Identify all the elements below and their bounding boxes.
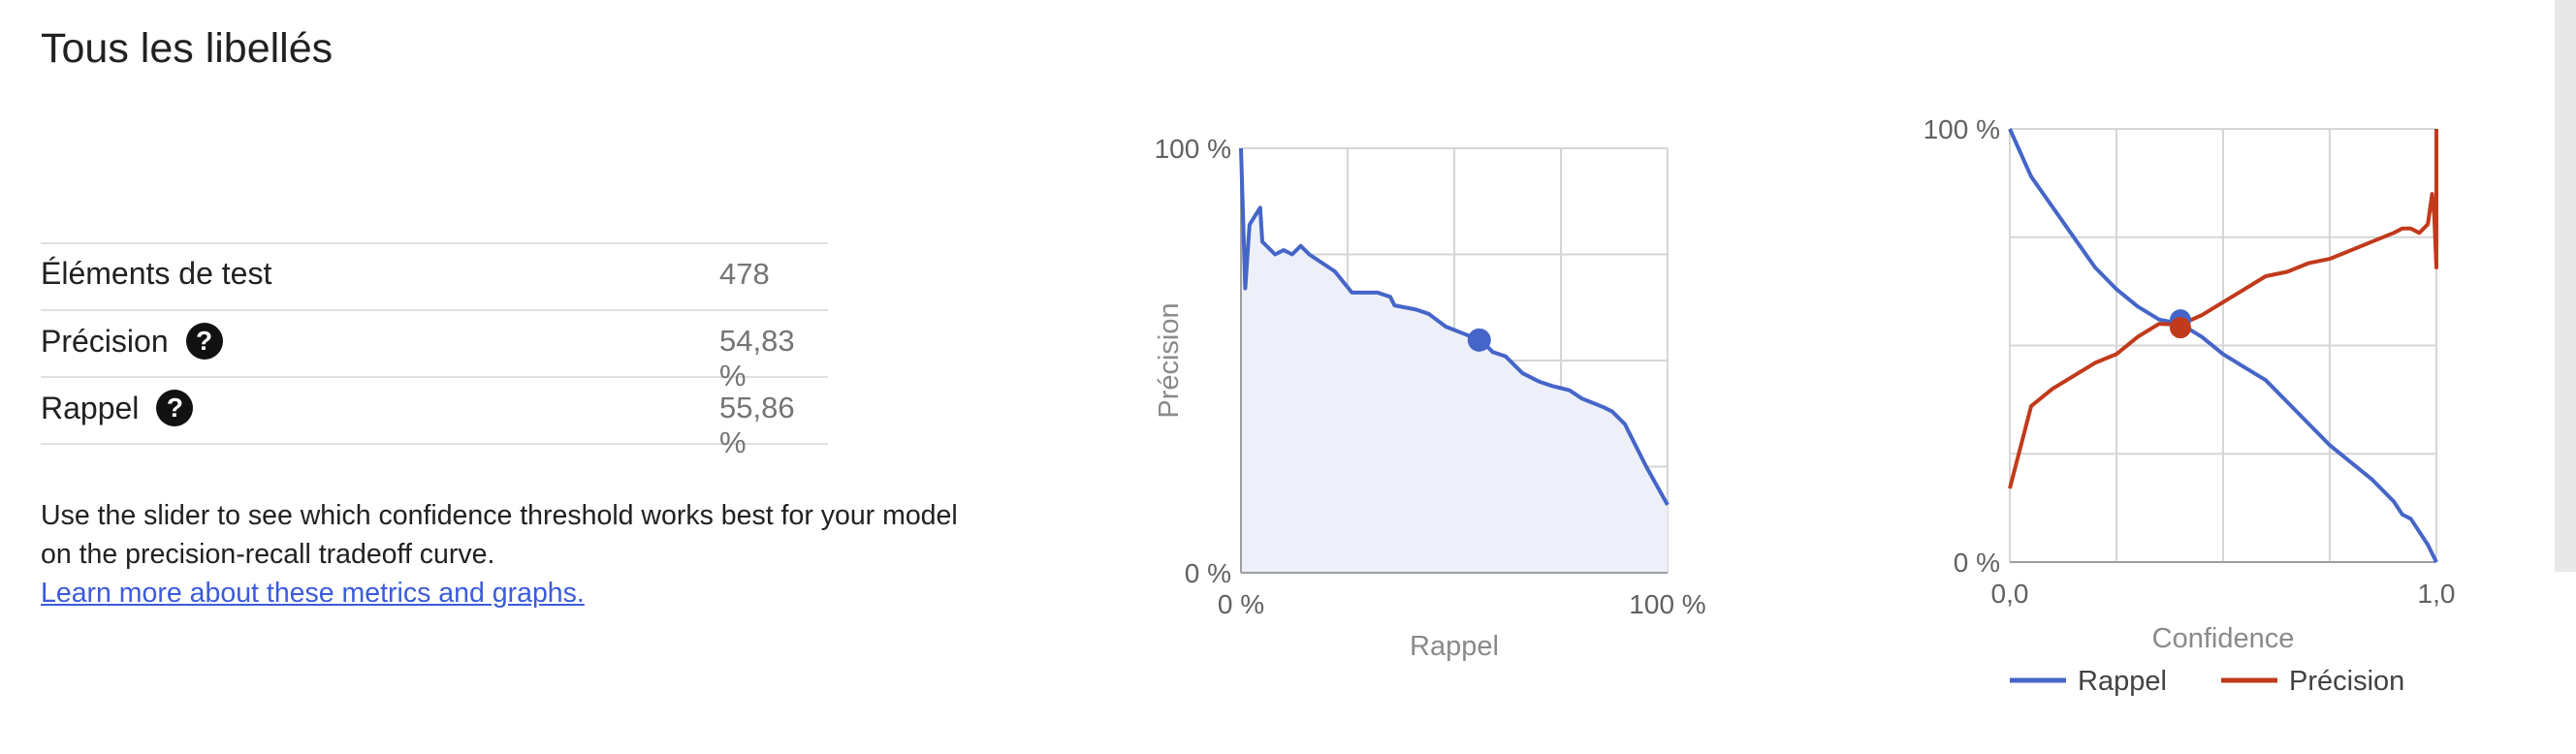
pr-marker <box>1467 328 1491 352</box>
x-tick-label: 1,0 <box>2418 579 2456 609</box>
precision-line <box>2008 129 2438 489</box>
y-axis-label: Précision <box>1154 302 1185 418</box>
page-title: Tous les libellés <box>41 25 334 72</box>
learn-more-link[interactable]: Learn more about these metrics and graph… <box>41 578 585 609</box>
y-tick-label: 100 % <box>1924 114 2000 144</box>
metric-value: 55,86 % <box>719 391 795 459</box>
help-icon[interactable]: ? <box>185 323 223 360</box>
legend-label-recall: Rappel <box>2078 666 2167 697</box>
metric-value: 478 <box>719 257 770 291</box>
x-axis-label: Rappel <box>1410 631 1499 662</box>
metric-label: Précision ? <box>41 323 223 360</box>
pr-line <box>1239 147 1670 506</box>
metric-row-recall: Rappel ? 55,86 % <box>41 378 828 459</box>
metric-label-text: Éléments de test <box>41 256 272 291</box>
x-tick-label: 0 % <box>1218 589 1264 619</box>
pr-area <box>1241 148 1668 573</box>
precision-marker <box>2170 317 2191 339</box>
metric-label: Éléments de test <box>41 256 271 292</box>
x-tick-label: 0,0 <box>1991 579 2029 609</box>
metric-row-test-items: Éléments de test 478 <box>41 244 828 311</box>
help-icon[interactable]: ? <box>156 390 194 426</box>
x-tick-label: 100 % <box>1629 589 1705 619</box>
scrollbar[interactable] <box>2555 0 2576 572</box>
precision-recall-chart: 100 % 0 % 0 % 100 % Rappel Précision <box>1125 116 1765 698</box>
confidence-chart: 100 % 0 % 0,0 1,0 Confidence Rappel Précision <box>1891 107 2472 717</box>
description: Use the slider to see which confidence t… <box>41 496 971 613</box>
y-tick-label: 0 % <box>1954 548 2000 578</box>
metric-value: 54,83 % <box>719 324 795 393</box>
x-axis-label: Confidence <box>2152 623 2295 654</box>
metric-label-text: Précision <box>41 323 169 359</box>
description-text: Use the slider to see which confidence t… <box>41 500 958 570</box>
y-tick-label: 0 % <box>1185 558 1231 588</box>
metrics-table: Éléments de test 478 Précision ? 54,83 %… <box>41 242 828 459</box>
legend-label-precision: Précision <box>2289 666 2404 697</box>
metric-row-precision: Précision ? 54,83 % <box>41 311 828 393</box>
metric-label: Rappel ? <box>41 390 194 426</box>
y-tick-label: 100 % <box>1155 134 1231 164</box>
metric-label-text: Rappel <box>41 390 140 425</box>
recall-line <box>2008 128 2438 563</box>
